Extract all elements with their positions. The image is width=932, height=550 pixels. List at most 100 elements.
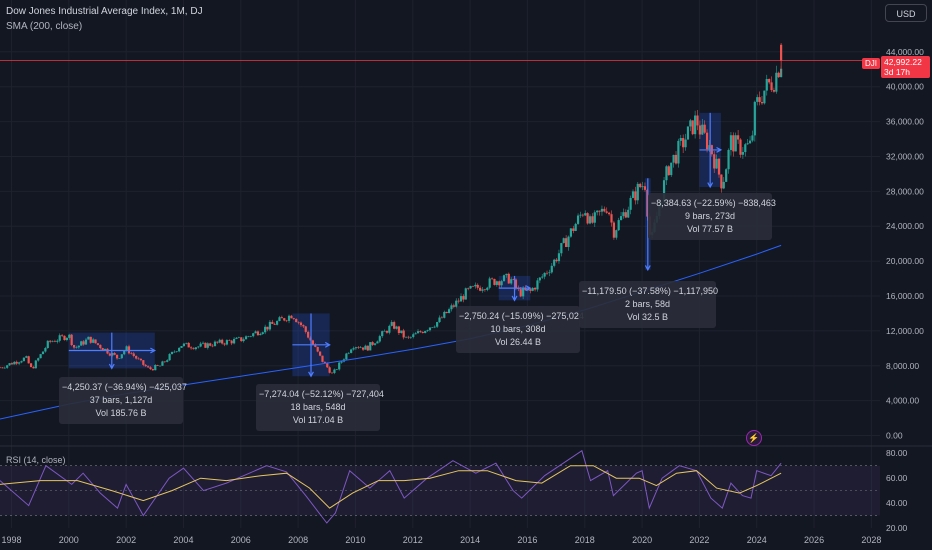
candle-body bbox=[51, 341, 54, 342]
candle-body bbox=[481, 289, 484, 291]
lightning-icon[interactable]: ⚡ bbox=[746, 430, 762, 446]
measurement-arrow-horizontal-head bbox=[716, 146, 723, 153]
candle-body bbox=[412, 334, 415, 337]
candle-body bbox=[376, 341, 379, 344]
candle-body bbox=[493, 278, 496, 285]
candle-body bbox=[533, 287, 537, 290]
candle-body bbox=[118, 358, 121, 359]
candle-body bbox=[0, 367, 2, 369]
candle-body bbox=[459, 296, 463, 302]
candle-body bbox=[280, 317, 283, 319]
candle-body bbox=[438, 317, 441, 323]
candle-body bbox=[39, 354, 42, 359]
time-tick-label: 2008 bbox=[288, 535, 308, 545]
candle-body bbox=[443, 311, 446, 318]
candle-body bbox=[108, 353, 111, 356]
candle-body bbox=[407, 336, 410, 338]
candle-body bbox=[447, 309, 451, 314]
candle-body bbox=[545, 272, 549, 274]
candle-body bbox=[538, 277, 541, 281]
last-price-tag: 42,992.22 3d 17h bbox=[881, 56, 930, 78]
candle-body bbox=[13, 361, 16, 365]
candle-body bbox=[70, 334, 73, 346]
candle-body bbox=[756, 97, 759, 102]
candle-body bbox=[404, 336, 408, 338]
measurement-bars: 2 bars, 58d bbox=[624, 299, 671, 309]
candle-body bbox=[359, 347, 362, 349]
candle-body bbox=[679, 138, 682, 141]
candle-body bbox=[770, 82, 773, 91]
candle-body bbox=[467, 288, 470, 289]
candle-body bbox=[758, 97, 761, 103]
candle-body bbox=[689, 120, 692, 127]
candle-body bbox=[617, 220, 620, 231]
candle-body bbox=[240, 337, 243, 342]
candle-body bbox=[462, 296, 465, 300]
candle-body bbox=[603, 208, 606, 212]
candle-body bbox=[335, 369, 338, 371]
time-tick-label: 1998 bbox=[1, 535, 21, 545]
candle-body bbox=[760, 102, 764, 104]
candle-body bbox=[275, 321, 279, 325]
chart-grid bbox=[0, 0, 932, 528]
measurement-bars: 18 bars, 548d bbox=[290, 402, 346, 412]
candle-body bbox=[211, 345, 214, 347]
candle-body bbox=[304, 326, 307, 332]
candle-body bbox=[352, 348, 355, 350]
candle-body bbox=[519, 289, 522, 297]
candle-body bbox=[373, 343, 377, 345]
candle-body bbox=[400, 330, 403, 334]
candle-body bbox=[768, 78, 771, 83]
candle-body bbox=[725, 169, 728, 182]
last-price-value: 42,992.22 bbox=[884, 57, 922, 67]
candle-body bbox=[25, 356, 28, 358]
measurement-arrow-vertical-head bbox=[511, 295, 518, 302]
candle-body bbox=[99, 344, 102, 349]
candle-body bbox=[624, 212, 627, 218]
candle-body bbox=[84, 339, 88, 345]
candle-body bbox=[242, 339, 245, 342]
candle-body bbox=[168, 354, 171, 361]
time-tick-label: 2006 bbox=[231, 535, 251, 545]
candle-body bbox=[161, 361, 164, 366]
candle-body bbox=[77, 345, 80, 348]
candle-body bbox=[615, 230, 618, 238]
price-tick-label: 40,000.00 bbox=[886, 82, 924, 92]
candle-body bbox=[703, 124, 706, 133]
candle-body bbox=[137, 358, 140, 360]
measurement-change: −11,179.50 (−37.58%) −1,117,950 bbox=[582, 286, 719, 296]
candle-body bbox=[338, 362, 341, 370]
indicator-label[interactable]: SMA (200, close) bbox=[6, 21, 83, 32]
candle-body bbox=[469, 286, 472, 289]
measurement-arrows bbox=[68, 112, 723, 378]
candle-body bbox=[158, 365, 162, 367]
candle-body bbox=[371, 342, 374, 345]
candle-body bbox=[175, 351, 178, 352]
candle-body bbox=[751, 135, 754, 141]
candle-body bbox=[500, 281, 503, 286]
candle-body bbox=[345, 353, 348, 360]
candle-body bbox=[46, 340, 49, 349]
candle-body bbox=[402, 330, 405, 338]
candle-body bbox=[285, 320, 288, 322]
candle-body bbox=[37, 358, 40, 361]
candle-body bbox=[555, 259, 558, 262]
candle-body bbox=[364, 345, 367, 350]
candle-body bbox=[156, 365, 159, 366]
candle-body bbox=[586, 213, 589, 224]
time-tick-label: 2028 bbox=[861, 535, 881, 545]
price-tick-label: 8,000.00 bbox=[886, 361, 919, 371]
candle-body bbox=[643, 186, 647, 190]
candle-body bbox=[1, 367, 4, 369]
candle-body bbox=[667, 166, 670, 176]
rsi-label[interactable]: RSI (14, close) bbox=[6, 455, 66, 465]
candle-body bbox=[154, 365, 157, 371]
candle-body bbox=[416, 331, 420, 334]
candle-body bbox=[192, 348, 195, 350]
candle-body bbox=[357, 347, 360, 348]
candle-body bbox=[536, 280, 539, 290]
currency-button[interactable]: USD bbox=[885, 4, 927, 22]
candle-body bbox=[252, 333, 255, 337]
time-tick-label: 2010 bbox=[345, 535, 365, 545]
